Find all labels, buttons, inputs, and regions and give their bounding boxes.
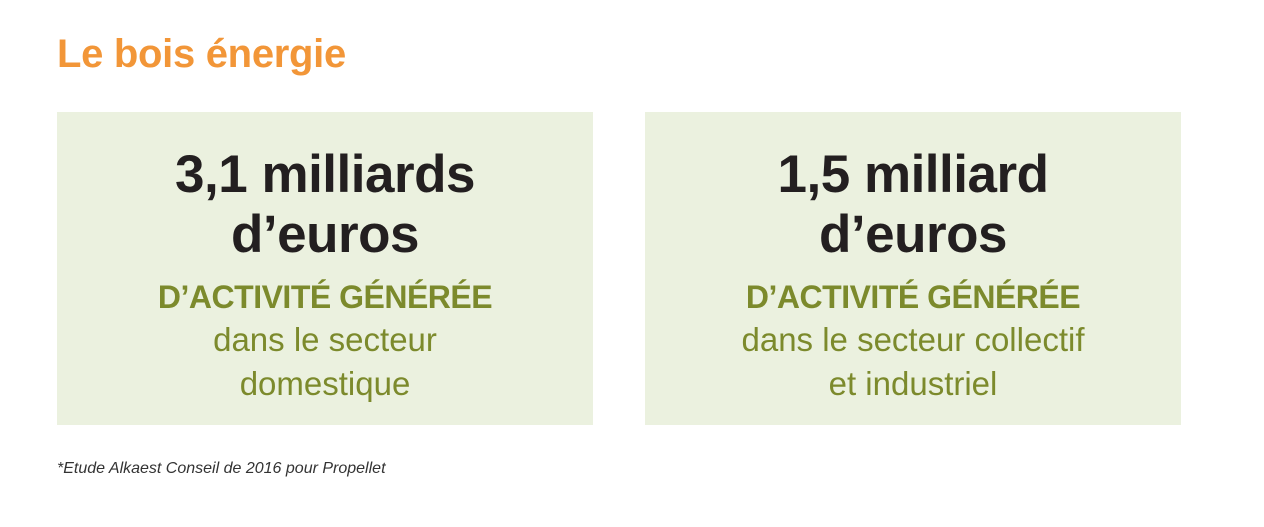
stat-amount-unit: d’euros xyxy=(819,205,1007,264)
stat-description: dans le secteur domestique xyxy=(57,318,593,406)
stat-card-domestic: 3,1 milliards d’euros D’ACTIVITÉ GÉNÉRÉE… xyxy=(57,112,593,425)
page-title: Le bois énergie xyxy=(57,32,346,76)
stat-description: dans le secteur collectif et industriel xyxy=(645,318,1181,406)
stat-description-line: domestique xyxy=(239,365,411,402)
stat-amount-unit: d’euros xyxy=(231,205,419,264)
stat-card-collective-industrial: 1,5 milliard d’euros D’ACTIVITÉ GÉNÉRÉE … xyxy=(645,112,1181,425)
source-footnote: *Etude Alkaest Conseil de 2016 pour Prop… xyxy=(57,460,386,477)
stat-amount: 1,5 milliard d’euros xyxy=(645,145,1181,265)
stat-description-line: dans le secteur xyxy=(213,321,437,358)
stat-amount: 3,1 milliards d’euros xyxy=(57,145,593,265)
stat-heading: D’ACTIVITÉ GÉNÉRÉE xyxy=(157,279,493,315)
stat-amount-value: 3,1 milliards xyxy=(175,145,475,204)
stat-description-line: et industriel xyxy=(828,365,998,402)
stat-heading: D’ACTIVITÉ GÉNÉRÉE xyxy=(745,279,1081,315)
stat-amount-value: 1,5 milliard xyxy=(777,145,1049,204)
stat-description-line: dans le secteur collectif xyxy=(741,321,1085,358)
